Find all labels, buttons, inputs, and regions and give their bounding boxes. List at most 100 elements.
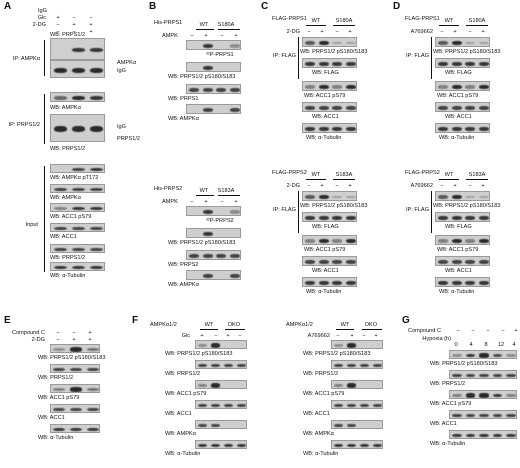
f-left-treat: Glc — [181, 333, 190, 339]
c-bot-in-blot3 — [302, 277, 357, 287]
band — [210, 383, 221, 388]
a-ip2-wb1: WB: AMPKα — [50, 105, 81, 111]
c-bot-in-blot2 — [302, 256, 357, 266]
g-compound-sign: − — [456, 328, 460, 334]
band — [53, 126, 67, 132]
band — [216, 87, 227, 93]
b-bot-sign: − — [220, 199, 224, 205]
f-left-wb: WB: ACC1 pS79 — [165, 391, 207, 397]
underline — [225, 329, 245, 330]
b-bot-s183a: S183A — [217, 188, 235, 194]
band — [318, 215, 329, 221]
d-top-in-wb2: WB: ACC1 — [445, 114, 472, 120]
d-top-treat: A769662 — [410, 29, 433, 35]
d-top-sign: + — [453, 29, 457, 35]
a-sign: + — [56, 15, 60, 21]
panel-e-letter: E — [4, 315, 11, 326]
f-left-blot — [195, 380, 247, 389]
band — [332, 41, 343, 45]
c-bot-wt: WT — [311, 172, 321, 178]
panel-a-letter: A — [4, 1, 12, 12]
band — [506, 433, 516, 438]
band — [53, 367, 66, 372]
d-bot-sign: + — [481, 183, 485, 189]
a-input-wb: WB: ACC1 pS79 — [50, 214, 92, 220]
band — [197, 344, 208, 347]
g-wb: WB: α-Tubulin — [430, 441, 466, 447]
c-bot-ip-blot1 — [302, 191, 357, 201]
underline — [196, 195, 214, 196]
bracket-line — [44, 94, 45, 144]
band — [210, 403, 221, 408]
band — [230, 87, 240, 93]
e-2dg-label: 2-DG — [31, 337, 45, 343]
a-input-label: Input — [25, 222, 38, 228]
c-bot-in-wb2: WB: ACC1 — [312, 268, 339, 274]
band — [70, 407, 82, 412]
c-top-in-blot1 — [302, 81, 357, 91]
band — [197, 363, 208, 368]
band — [359, 443, 370, 448]
c-bot-ip-wb2: WB: FLAG — [312, 224, 339, 230]
band — [479, 215, 489, 221]
band — [236, 363, 246, 368]
f-right-wb: WB: ACC1 — [303, 411, 330, 417]
d-top-sign: − — [440, 29, 444, 35]
f-left-sign: − — [238, 333, 242, 339]
f-right-wb: WB: AMPKα — [303, 431, 334, 437]
band — [451, 238, 462, 244]
band — [230, 210, 240, 214]
b-top-sign: − — [220, 33, 224, 39]
band — [479, 413, 489, 418]
band — [86, 347, 99, 352]
band — [318, 259, 329, 265]
c-top-in-wb1: WB: ACC1 pS79 — [304, 93, 346, 99]
c-bot-ip-wb1: WB: PRPS1/2 pS180/S183 — [300, 203, 368, 209]
a-2dg-label: 2-DG — [32, 22, 46, 28]
d-bot-wt: WT — [444, 172, 454, 178]
f-right-treat: A769662 — [307, 333, 330, 339]
g-hypoxia-val: 0 — [454, 342, 458, 348]
bracket-line — [44, 166, 45, 272]
e-wb: WB: PRPS1/2 pS180/S183 — [38, 355, 106, 361]
band — [70, 347, 82, 352]
d-top-ip-blot2 — [435, 58, 490, 68]
band — [223, 403, 234, 408]
e-wb: WB: PRPS1/2 — [38, 375, 74, 381]
band — [451, 354, 462, 357]
f-left-blot — [195, 400, 247, 409]
d-top-label: FLAG-PRPS1 — [405, 16, 440, 22]
f-left-blot — [195, 420, 247, 429]
e-blot — [50, 424, 100, 433]
band — [332, 61, 343, 67]
b-bot-wt: WT — [199, 188, 209, 194]
band — [465, 195, 476, 199]
d-top-in-blot3 — [435, 123, 490, 133]
band — [346, 443, 357, 448]
band — [71, 126, 86, 132]
f-left-wb: WB: AMPKα — [165, 431, 196, 437]
band — [437, 259, 448, 265]
d-bot-treat: A769662 — [410, 183, 433, 189]
band — [90, 95, 104, 101]
c-top-label: FLAG-PRPS1 — [272, 16, 307, 22]
c-bot-in-wb1: WB: ACC1 pS79 — [304, 247, 346, 253]
a-input-wb: WB: α-Tubulin — [50, 273, 86, 279]
band — [346, 259, 356, 265]
band — [465, 393, 476, 398]
e-sign: − — [56, 337, 60, 343]
f-right-dko: DKO — [364, 322, 378, 328]
band — [451, 373, 462, 378]
band — [90, 167, 104, 172]
underline — [362, 329, 382, 330]
f-left-dko: DKO — [227, 322, 241, 328]
f-left-sign: − — [214, 333, 218, 339]
bracket-line — [298, 37, 299, 79]
band — [479, 41, 489, 45]
g-blot — [449, 390, 517, 399]
b-bot-ampk: AMPK — [162, 199, 178, 205]
a-ip1-blot2 — [50, 60, 105, 78]
band — [332, 280, 343, 286]
d-bot-in-wb1: WB: ACC1 pS79 — [437, 247, 479, 253]
f-right-sign: − — [362, 333, 366, 339]
